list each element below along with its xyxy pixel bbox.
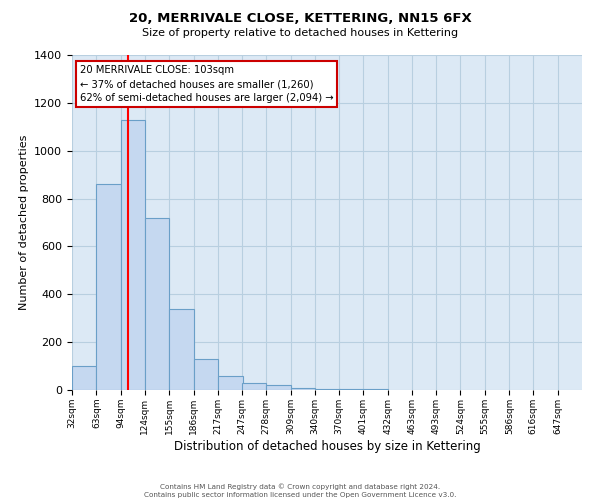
- Bar: [242, 383, 266, 390]
- Bar: [218, 376, 242, 390]
- Bar: [290, 388, 315, 390]
- Bar: [97, 184, 121, 390]
- Bar: [339, 389, 364, 390]
- Text: Contains HM Land Registry data © Crown copyright and database right 2024.
Contai: Contains HM Land Registry data © Crown c…: [144, 484, 456, 498]
- Bar: [364, 389, 388, 390]
- Bar: [315, 389, 340, 390]
- Text: 20, MERRIVALE CLOSE, KETTERING, NN15 6FX: 20, MERRIVALE CLOSE, KETTERING, NN15 6FX: [128, 12, 472, 26]
- Bar: [72, 366, 97, 390]
- Bar: [169, 308, 194, 390]
- Bar: [121, 120, 145, 390]
- Bar: [145, 218, 169, 390]
- Text: 20 MERRIVALE CLOSE: 103sqm
← 37% of detached houses are smaller (1,260)
62% of s: 20 MERRIVALE CLOSE: 103sqm ← 37% of deta…: [80, 65, 333, 103]
- Bar: [266, 385, 290, 390]
- Text: Size of property relative to detached houses in Kettering: Size of property relative to detached ho…: [142, 28, 458, 38]
- Bar: [194, 359, 218, 390]
- Y-axis label: Number of detached properties: Number of detached properties: [19, 135, 29, 310]
- X-axis label: Distribution of detached houses by size in Kettering: Distribution of detached houses by size …: [173, 440, 481, 452]
